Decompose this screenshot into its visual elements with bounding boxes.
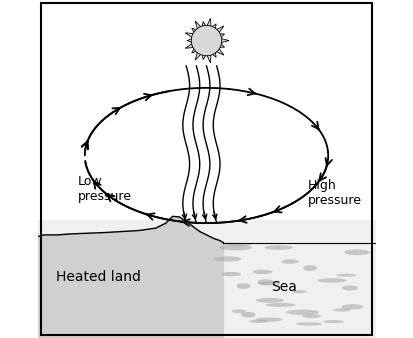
Ellipse shape xyxy=(342,285,358,291)
Ellipse shape xyxy=(219,245,252,250)
Text: High
pressure: High pressure xyxy=(308,179,362,207)
Ellipse shape xyxy=(286,310,319,315)
Bar xyxy=(38,220,375,338)
Polygon shape xyxy=(38,216,223,338)
Ellipse shape xyxy=(258,282,280,285)
Text: Sea: Sea xyxy=(271,280,297,294)
Ellipse shape xyxy=(253,270,273,274)
Ellipse shape xyxy=(223,243,252,246)
Polygon shape xyxy=(185,18,229,63)
Ellipse shape xyxy=(302,314,321,318)
Ellipse shape xyxy=(281,259,299,264)
Ellipse shape xyxy=(303,265,317,271)
Ellipse shape xyxy=(318,278,347,283)
Ellipse shape xyxy=(323,320,344,323)
Text: Low
pressure: Low pressure xyxy=(78,175,132,203)
Ellipse shape xyxy=(264,245,293,250)
Ellipse shape xyxy=(256,298,284,303)
Text: Heated land: Heated land xyxy=(56,270,141,284)
Ellipse shape xyxy=(296,322,322,325)
Ellipse shape xyxy=(255,317,282,322)
Ellipse shape xyxy=(241,312,256,317)
Ellipse shape xyxy=(344,249,370,255)
Ellipse shape xyxy=(237,283,251,289)
Ellipse shape xyxy=(214,256,242,262)
Ellipse shape xyxy=(258,279,274,285)
Ellipse shape xyxy=(266,303,296,307)
Ellipse shape xyxy=(336,274,356,276)
Ellipse shape xyxy=(232,309,246,313)
Ellipse shape xyxy=(249,320,268,323)
Ellipse shape xyxy=(221,272,241,276)
Ellipse shape xyxy=(342,304,363,309)
Circle shape xyxy=(191,25,222,56)
Ellipse shape xyxy=(334,308,351,312)
Ellipse shape xyxy=(292,290,306,293)
